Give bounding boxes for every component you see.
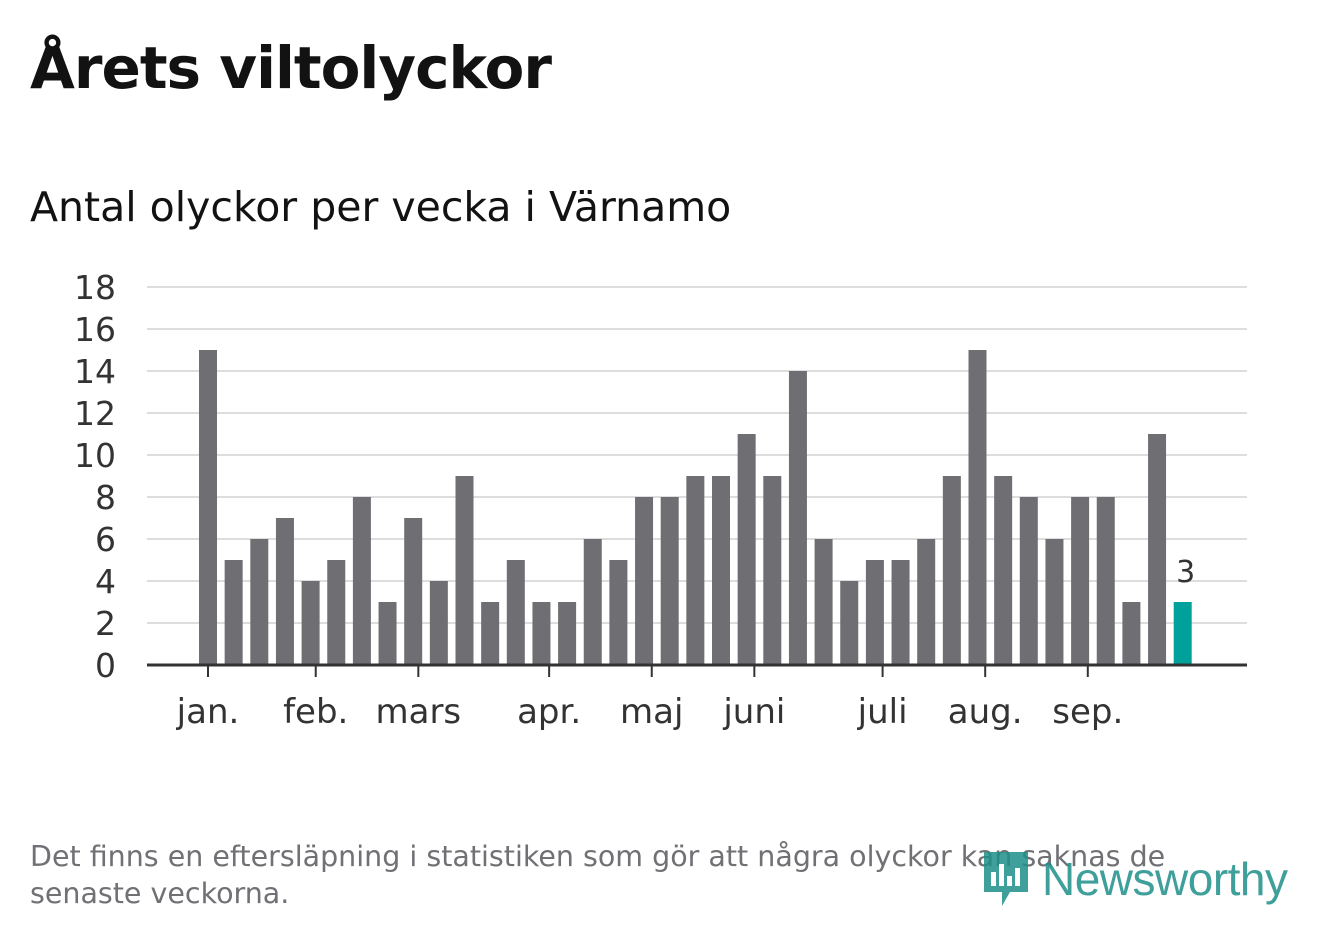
bar (481, 602, 500, 665)
bar (994, 476, 1013, 665)
x-tick-label: juni (722, 692, 785, 732)
bar (968, 350, 987, 665)
newsworthy-logo: Newsworthy (980, 848, 1288, 910)
y-tick-label: 10 (74, 436, 116, 475)
logo-text: Newsworthy (1042, 853, 1288, 905)
y-tick-label: 2 (95, 604, 116, 643)
bar (506, 560, 525, 665)
x-tick-label: aug. (948, 692, 1023, 732)
bar (199, 350, 217, 665)
bar (865, 560, 884, 665)
y-tick-label: 0 (95, 646, 116, 685)
y-tick-label: 8 (95, 478, 116, 517)
y-tick-label: 16 (74, 310, 116, 349)
chart-title: Årets viltolyckor (30, 34, 552, 102)
bar (814, 539, 833, 665)
bar (788, 371, 807, 665)
bar (686, 476, 705, 665)
bar (250, 539, 269, 665)
bar (1071, 497, 1090, 665)
bar (917, 539, 936, 665)
bar (275, 518, 294, 665)
bar (532, 602, 551, 665)
bar (404, 518, 423, 665)
bar (891, 560, 910, 665)
bar (840, 581, 859, 665)
y-tick-label: 6 (95, 520, 116, 559)
bar (1122, 602, 1141, 665)
x-tick-label: juli (857, 692, 908, 732)
bar (301, 581, 320, 665)
bar (609, 560, 628, 665)
bar (1019, 497, 1038, 665)
bar (1045, 539, 1064, 665)
bar (429, 581, 448, 665)
y-tick-label: 18 (74, 268, 116, 307)
bar (1148, 434, 1167, 665)
x-tick-label: mars (376, 692, 462, 732)
bar (712, 476, 730, 665)
x-tick-label: feb. (283, 692, 348, 732)
bar (737, 434, 756, 665)
bar (352, 497, 371, 665)
y-tick-label: 14 (74, 352, 116, 391)
bar (558, 602, 577, 665)
bars: 3 (199, 350, 1195, 665)
x-tick-label: jan. (176, 692, 240, 732)
bar (635, 497, 654, 665)
footnote: Det finns en eftersläpning i statistiken… (30, 840, 1166, 910)
y-tick-label: 4 (95, 562, 116, 601)
x-axis-ticks: jan. feb. mars apr. maj juni juli aug. sep. (176, 665, 1123, 732)
newsworthy-chart-icon (984, 852, 1028, 906)
bar (378, 602, 397, 665)
bar-data-label: 3 (1176, 555, 1195, 590)
bar (327, 560, 346, 665)
x-tick-label: apr. (517, 692, 581, 732)
bar (1096, 497, 1115, 665)
chart-subtitle: Antal olyckor per vecka i Värnamo (30, 183, 732, 231)
x-tick-label: maj (620, 692, 683, 732)
bar-current-week (1173, 602, 1192, 665)
bar (583, 539, 602, 665)
x-tick-label: sep. (1052, 692, 1123, 732)
bar (942, 476, 961, 665)
bar (660, 497, 679, 665)
bar (455, 476, 474, 665)
y-tick-label: 12 (74, 394, 116, 433)
bar (763, 476, 782, 665)
bar (224, 560, 243, 665)
